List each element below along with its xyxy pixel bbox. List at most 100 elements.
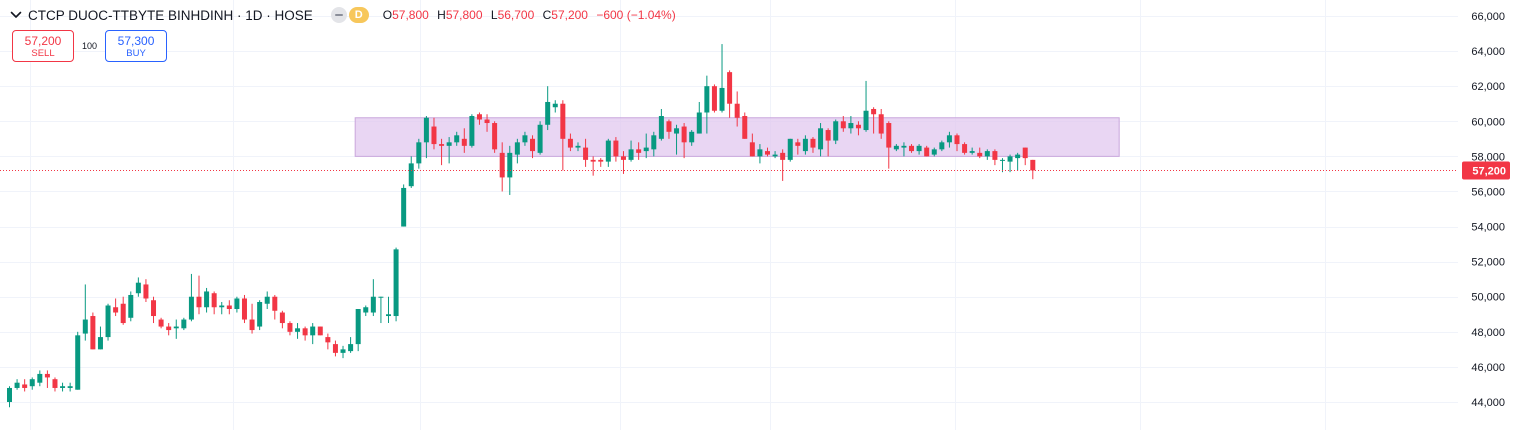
candle-body bbox=[234, 298, 240, 310]
candle-body bbox=[704, 86, 710, 113]
candle-body bbox=[628, 149, 634, 160]
candle-body bbox=[1007, 156, 1013, 162]
candle-body bbox=[689, 131, 695, 143]
price-axis[interactable]: 44,000 46,000 48,000 50,000 52,000 54,000 56,0… bbox=[1471, 11, 1505, 409]
candle bbox=[211, 291, 217, 315]
candle bbox=[878, 108, 884, 139]
candle bbox=[954, 133, 960, 152]
candle-body bbox=[514, 142, 520, 155]
candle-body bbox=[158, 319, 164, 327]
candle bbox=[916, 144, 922, 155]
last-price-label-text: 57,200 bbox=[1472, 166, 1506, 178]
candle bbox=[401, 184, 407, 227]
candle bbox=[249, 303, 255, 334]
candle bbox=[772, 151, 778, 159]
candle-body bbox=[765, 151, 770, 155]
candle bbox=[492, 121, 498, 153]
candle-body bbox=[7, 387, 12, 402]
candle-body bbox=[1030, 159, 1036, 171]
candle-body bbox=[143, 284, 149, 299]
candle-body bbox=[772, 154, 778, 157]
candle-body bbox=[681, 126, 687, 143]
candle-body bbox=[82, 319, 88, 334]
candle bbox=[97, 326, 103, 350]
candle bbox=[128, 291, 134, 322]
candle-body bbox=[613, 140, 619, 157]
candle-body bbox=[916, 145, 922, 152]
candle-body bbox=[674, 128, 680, 134]
candle bbox=[1030, 159, 1036, 180]
delayed-badge[interactable]: D bbox=[348, 7, 369, 23]
candle-body bbox=[499, 152, 505, 178]
candle-body bbox=[492, 123, 498, 150]
candle bbox=[113, 298, 119, 317]
candle bbox=[886, 121, 892, 169]
candle-body bbox=[734, 103, 740, 118]
chart-header: CTCP DUOC-TTBYTE BINHDINH · 1D · HOSE D … bbox=[8, 5, 676, 25]
sell-button[interactable]: 57,200 SELL bbox=[12, 30, 74, 62]
status-dot-icon[interactable] bbox=[330, 7, 347, 23]
candle bbox=[234, 296, 240, 313]
candle bbox=[749, 133, 755, 157]
candle-body bbox=[545, 101, 551, 125]
collapse-chevron-icon[interactable] bbox=[8, 7, 24, 23]
price-tick-label: 48,000 bbox=[1471, 327, 1505, 339]
candle-body bbox=[909, 145, 915, 152]
candle-body bbox=[643, 147, 649, 152]
candle bbox=[82, 284, 88, 341]
candle-body bbox=[620, 156, 626, 160]
candle-body bbox=[44, 373, 50, 378]
buy-button[interactable]: 57,300 BUY bbox=[105, 30, 168, 62]
candle bbox=[545, 86, 551, 131]
candle-body bbox=[401, 187, 407, 227]
candle bbox=[855, 121, 861, 136]
candle bbox=[408, 156, 414, 188]
candle-body bbox=[355, 309, 361, 345]
candle-body bbox=[264, 296, 270, 304]
chevron-down-icon bbox=[10, 11, 22, 18]
candle bbox=[219, 301, 225, 315]
candle bbox=[871, 107, 877, 134]
candle-body bbox=[340, 349, 346, 353]
close-label: C bbox=[542, 8, 552, 22]
candle-body bbox=[552, 103, 558, 108]
candle bbox=[1022, 147, 1028, 166]
candle-body bbox=[423, 117, 429, 143]
candle bbox=[901, 142, 907, 157]
candles bbox=[7, 44, 1036, 408]
quantity-value[interactable]: 100 bbox=[82, 41, 98, 51]
candle bbox=[674, 124, 680, 155]
candle-body bbox=[969, 151, 975, 153]
candle-body bbox=[802, 138, 808, 152]
high-label: H bbox=[437, 8, 446, 22]
candle-body bbox=[507, 152, 513, 178]
candle bbox=[204, 287, 210, 313]
symbol-title[interactable]: CTCP DUOC-TTBYTE BINHDINH · 1D · HOSE bbox=[28, 7, 313, 23]
candle bbox=[613, 137, 619, 162]
candle-body bbox=[439, 144, 445, 146]
candle-body bbox=[378, 296, 384, 298]
candle-body bbox=[787, 138, 793, 160]
candle-body bbox=[173, 326, 179, 329]
candle bbox=[14, 379, 20, 390]
candle-body bbox=[946, 135, 952, 143]
candle bbox=[598, 158, 604, 167]
candle bbox=[317, 326, 323, 336]
candle bbox=[727, 70, 733, 118]
candle bbox=[461, 128, 467, 153]
candle bbox=[999, 158, 1005, 173]
candle-body bbox=[476, 114, 482, 120]
candle bbox=[75, 331, 81, 390]
candle bbox=[939, 140, 945, 152]
candle bbox=[530, 135, 536, 159]
price-tick-label: 56,000 bbox=[1471, 186, 1505, 198]
candle-body bbox=[325, 337, 331, 343]
candle-body bbox=[560, 103, 566, 139]
candle-body bbox=[135, 282, 141, 294]
candle bbox=[393, 247, 399, 322]
candle-body bbox=[749, 142, 755, 157]
candle-body bbox=[348, 344, 354, 352]
candle bbox=[29, 377, 35, 390]
candle-body bbox=[279, 312, 285, 324]
